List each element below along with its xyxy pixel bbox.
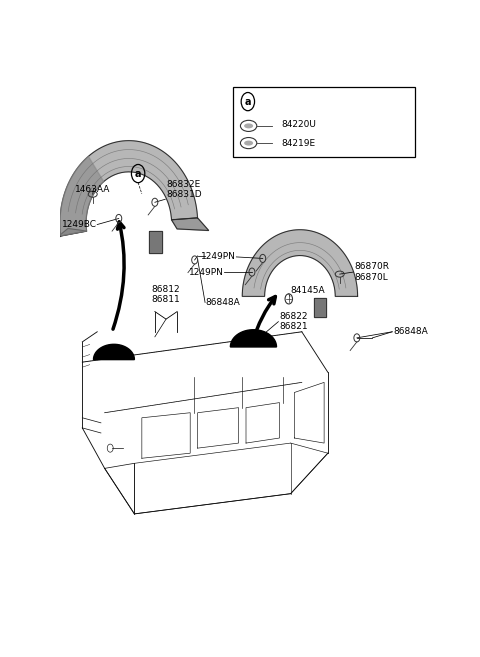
Text: 84219E: 84219E	[281, 139, 315, 148]
Polygon shape	[171, 218, 209, 231]
Text: a: a	[245, 97, 251, 106]
Text: 86870R
86870L: 86870R 86870L	[354, 262, 389, 282]
FancyBboxPatch shape	[233, 87, 415, 157]
Text: 1249PN: 1249PN	[201, 252, 236, 261]
Polygon shape	[40, 229, 86, 251]
Text: 1249BC: 1249BC	[61, 220, 96, 229]
Polygon shape	[94, 344, 134, 359]
Polygon shape	[242, 230, 358, 296]
Polygon shape	[314, 298, 326, 317]
Text: 86812
86811: 86812 86811	[152, 284, 180, 304]
Polygon shape	[230, 330, 276, 347]
Ellipse shape	[244, 141, 253, 146]
Text: 86822
86821: 86822 86821	[279, 312, 308, 331]
Text: 1249PN: 1249PN	[189, 267, 224, 277]
Polygon shape	[148, 231, 162, 253]
Text: 84220U: 84220U	[281, 120, 316, 129]
Polygon shape	[60, 156, 104, 236]
Ellipse shape	[244, 124, 253, 128]
Text: a: a	[135, 169, 142, 179]
Text: 86848A: 86848A	[206, 298, 240, 307]
Text: 84145A: 84145A	[290, 286, 325, 296]
Text: 86832E
86831D: 86832E 86831D	[166, 180, 202, 199]
Polygon shape	[60, 141, 197, 236]
Text: 86848A: 86848A	[393, 327, 428, 336]
Text: 1463AA: 1463AA	[75, 185, 110, 194]
